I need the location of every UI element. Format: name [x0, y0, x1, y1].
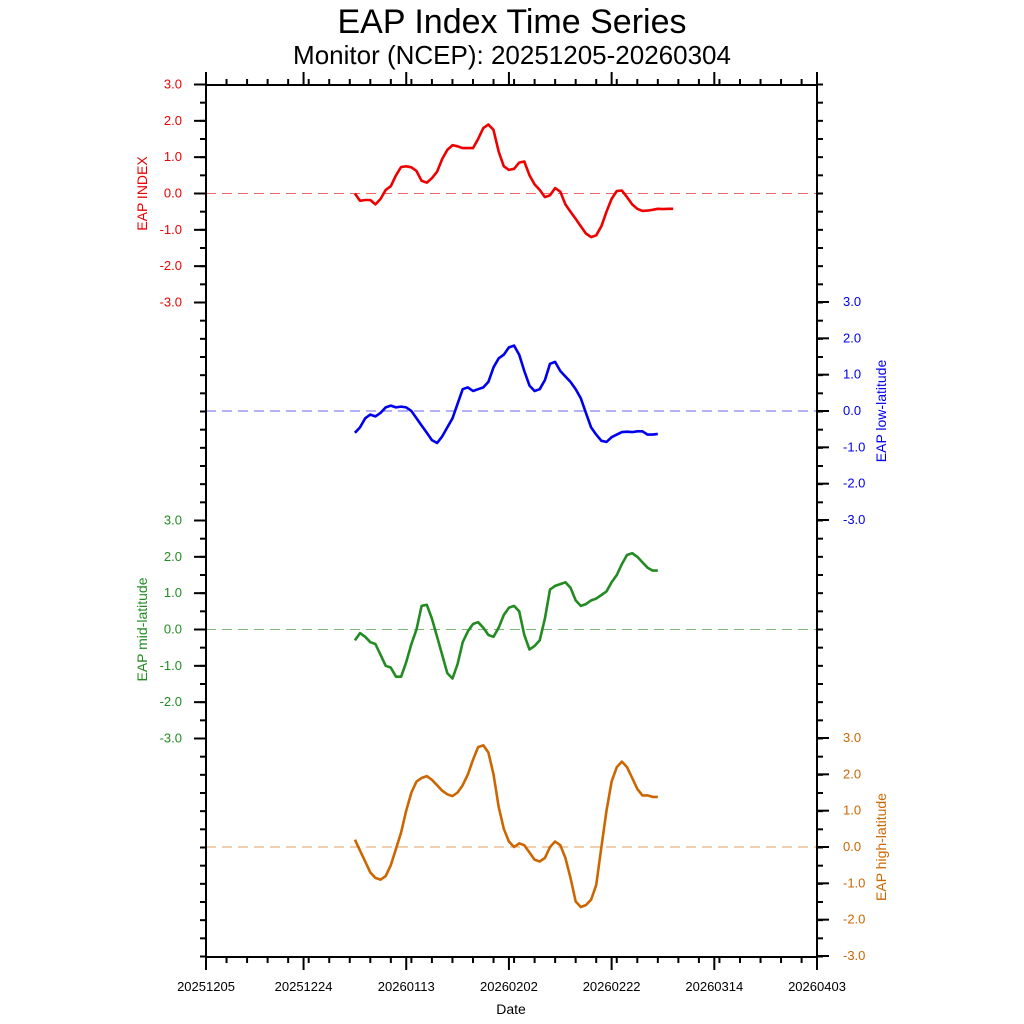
y-tick-label: -2.0 [843, 912, 865, 927]
chart-title: EAP Index Time Series [338, 3, 687, 41]
y-axis-label: EAP high-latitude [873, 793, 889, 901]
y-tick-label: 1.0 [843, 367, 861, 382]
series-panel-3: -3.0 -2.0 -1.0 0.0 1.0 2.0 3.0 EAP mid-latitude [134, 513, 817, 746]
y-tick-label: -1.0 [843, 875, 865, 890]
y-axis-label: EAP low-latitude [873, 360, 889, 463]
y-tick-label: 2.0 [164, 113, 182, 128]
y-tick-label: -1.0 [160, 658, 182, 673]
x-tick-label: 20251205 [177, 979, 235, 994]
y-tick-label: 0.0 [164, 186, 182, 201]
x-axis-label: Date [496, 1001, 526, 1017]
chart-subtitle: Monitor (NCEP): 20251205-20260304 [293, 40, 731, 70]
y-tick-label: 3.0 [843, 294, 861, 309]
x-tick-label: 20260113 [378, 979, 435, 994]
y-tick-label: -2.0 [160, 258, 182, 273]
y-tick-label: 1.0 [843, 803, 861, 818]
y-tick-label: -1.0 [160, 222, 182, 237]
y-axis-label: EAP INDEX [134, 156, 150, 231]
x-tick-label: 20260314 [685, 979, 743, 994]
y-tick-label: -3.0 [160, 731, 182, 746]
y-tick-label: 3.0 [164, 77, 182, 92]
plot-frame [200, 83, 823, 958]
series-panel-4: -3.0 -2.0 -1.0 0.0 1.0 2.0 3.0 EAP high-latitud… [206, 730, 889, 963]
y-tick-label: 1.0 [164, 585, 182, 600]
y-tick-label: 2.0 [164, 549, 182, 564]
y-tick-label: -3.0 [843, 948, 865, 963]
y-tick-label: 1.0 [164, 149, 182, 164]
y-tick-label: -3.0 [160, 295, 182, 310]
series-panel-2: -3.0 -2.0 -1.0 0.0 1.0 2.0 3.0 EAP low-latitude [206, 294, 889, 527]
y-axis-label: EAP mid-latitude [134, 577, 150, 681]
y-tick-label: 3.0 [843, 730, 861, 745]
x-tick-label: 20251224 [275, 979, 333, 994]
plot-border [205, 84, 818, 958]
y-tick-label: 0.0 [164, 622, 182, 637]
y-tick-label: 2.0 [843, 766, 861, 781]
y-tick-label: 0.0 [843, 839, 861, 854]
y-tick-label: -2.0 [843, 476, 865, 491]
series-panel-1: -3.0 -2.0 -1.0 0.0 1.0 2.0 3.0 EAP INDEX [134, 77, 817, 310]
x-tick-label: 20260403 [788, 979, 846, 994]
series-line [353, 344, 658, 445]
x-axis: 20251205 20251224 20260113 20260202 20260222… [177, 72, 846, 994]
y-tick-label: -2.0 [160, 694, 182, 709]
x-tick-label: 20260222 [583, 979, 641, 994]
y-tick-label: -3.0 [843, 512, 865, 527]
y-tick-label: 3.0 [164, 513, 182, 528]
x-tick-label: 20260202 [480, 979, 538, 994]
series-line [353, 123, 674, 239]
y-tick-label: -1.0 [843, 439, 865, 454]
series-line [353, 743, 658, 909]
y-tick-label: 2.0 [843, 330, 861, 345]
series-line [353, 551, 658, 680]
y-tick-label: 0.0 [843, 403, 861, 418]
panels-layer: -3.0 -2.0 -1.0 0.0 1.0 2.0 3.0 EAP INDEX -3.0 -2.… [134, 77, 889, 964]
